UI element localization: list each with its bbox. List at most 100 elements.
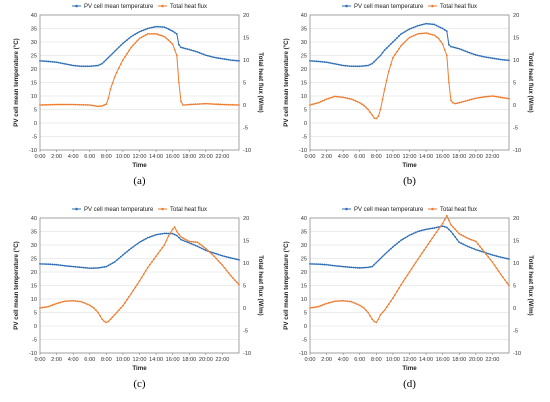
data-point-heat-flux [421,252,423,255]
left-tick-label: 40 [301,13,307,19]
data-point-heat-flux [398,47,401,50]
data-point-temperature [122,254,124,256]
data-point-temperature [381,255,384,258]
data-point-heat-flux [365,309,367,312]
data-point-heat-flux [82,301,85,304]
data-point-heat-flux [171,228,174,231]
data-point-temperature [367,64,369,67]
data-point-temperature [219,254,222,257]
data-point-temperature [358,65,361,68]
legend-label-heat-flux: Total heat flux [170,207,207,213]
data-point-heat-flux [460,233,463,236]
data-point-heat-flux [427,243,430,246]
data-point-heat-flux [61,103,64,106]
legend-label-heat-flux: Total heat flux [170,4,207,10]
data-point-heat-flux [122,59,124,61]
data-point-heat-flux [130,292,133,295]
data-point-heat-flux [495,95,498,98]
data-point-temperature [148,27,151,29]
data-point-heat-flux [130,46,133,49]
data-point-temperature [327,264,330,266]
data-point-temperature [321,60,324,63]
data-point-heat-flux [333,300,336,303]
data-point-heat-flux [68,300,70,302]
data-point-temperature [462,243,465,246]
data-point-heat-flux [209,102,211,105]
data-point-temperature [483,55,486,58]
data-point-temperature [99,63,102,66]
x-tick-label: 0:00 [35,357,46,363]
data-point-temperature [477,54,479,57]
legend-marker [431,4,434,8]
data-point-heat-flux [313,306,316,309]
data-point-temperature [182,47,184,49]
data-point-temperature [392,245,394,248]
data-point-heat-flux [49,304,52,307]
left-tick-label: 15 [301,81,307,87]
right-tick-label: 5 [243,284,246,290]
data-point-temperature [194,244,197,247]
data-point-heat-flux [319,304,322,307]
data-point-temperature [375,58,378,61]
data-point-temperature [458,241,461,244]
data-point-heat-flux [458,232,461,235]
data-point-temperature [506,257,508,260]
data-point-heat-flux [462,100,465,103]
data-point-temperature [186,241,189,243]
data-point-temperature [146,27,149,30]
data-point-heat-flux [136,39,139,42]
data-point-temperature [236,59,238,62]
data-point-heat-flux [447,81,450,84]
data-point-temperature [138,30,141,33]
data-point-heat-flux [491,261,494,263]
data-point-temperature [101,266,104,269]
data-point-temperature [148,236,151,238]
data-point-temperature [356,65,359,68]
data-point-temperature [379,54,382,57]
data-point-heat-flux [161,246,164,249]
data-point-heat-flux [472,239,475,242]
legend-label-heat-flux: Total heat flux [440,4,477,10]
data-point-heat-flux [360,103,363,105]
data-point-heat-flux [352,99,355,101]
data-point-temperature [325,61,328,64]
left-tick-label: 20 [301,67,307,73]
x-tick-label: 0:00 [35,154,46,160]
data-point-temperature [171,232,174,235]
x-tick-label: 10:00 [386,357,400,363]
data-point-heat-flux [238,283,240,286]
data-point-heat-flux [439,40,442,43]
data-point-temperature [346,64,349,67]
data-point-temperature [315,263,318,265]
data-point-temperature [358,267,361,269]
data-point-temperature [196,51,199,53]
data-point-temperature [489,253,492,256]
data-point-temperature [365,64,367,67]
data-point-heat-flux [186,103,189,106]
data-point-temperature [107,56,110,59]
data-point-temperature [142,239,145,241]
right-tick-label: 10 [513,58,519,64]
data-point-heat-flux [63,103,66,106]
data-point-heat-flux [115,311,118,314]
chart-panel-a: -10 -5 0 5 10 15 20 25 30 35 40 -10 -5 0 5 10 15 20 0:00 2:… [13,4,264,187]
data-point-temperature [115,259,118,262]
data-point-temperature [348,65,351,67]
data-point-heat-flux [211,253,213,256]
data-point-heat-flux [233,279,236,281]
data-point-temperature [84,266,87,269]
data-point-heat-flux [122,304,124,307]
data-point-temperature [416,230,419,233]
data-point-temperature [180,238,182,241]
data-point-heat-flux [155,33,157,35]
data-point-temperature [414,25,417,28]
left-tick-label: 40 [31,13,37,19]
data-point-heat-flux [506,97,508,100]
data-point-heat-flux [389,300,392,303]
data-point-temperature [229,257,232,259]
data-point-heat-flux [207,249,209,252]
data-point-temperature [464,50,467,53]
data-point-heat-flux [45,103,48,106]
data-point-heat-flux [470,98,473,101]
data-point-heat-flux [163,244,166,246]
